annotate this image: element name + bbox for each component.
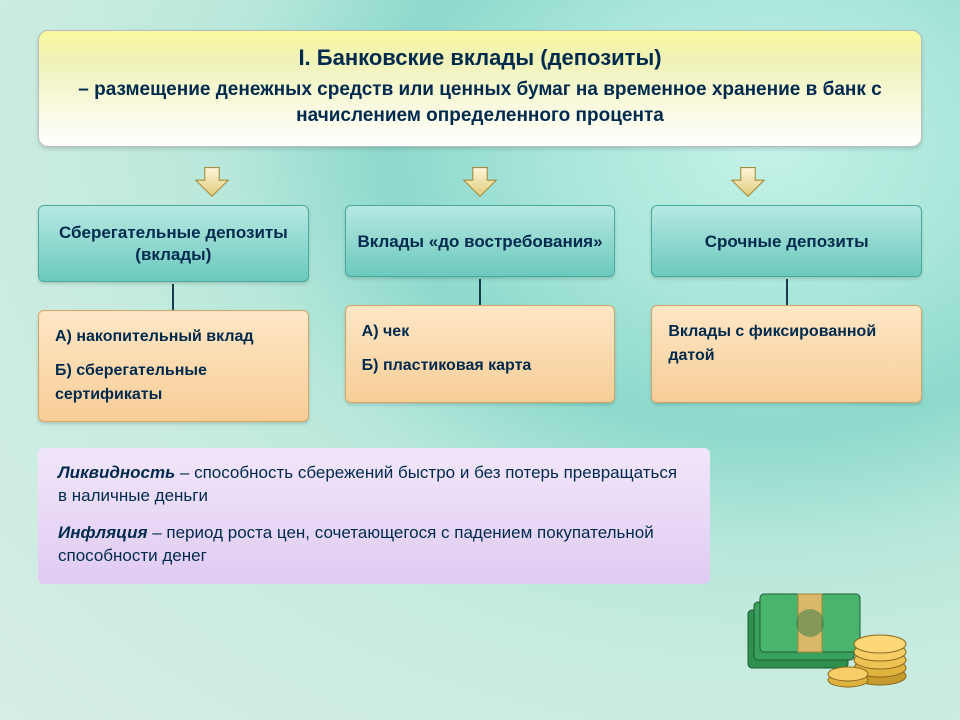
definition-inflation: Инфляция – период роста цен, сочетающего…	[58, 522, 690, 568]
list-item: Вклады с фиксированной датой	[668, 320, 905, 368]
connector-line	[172, 284, 174, 310]
title-heading: I. Банковские вклады (депозиты)	[75, 45, 885, 71]
money-illustration	[740, 572, 920, 692]
list-item: Б) сберегательные сертификаты	[55, 359, 292, 407]
connector-line	[786, 279, 788, 305]
title-box: I. Банковские вклады (депозиты) – размещ…	[38, 30, 922, 147]
slide-root: I. Банковские вклады (депозиты) – размещ…	[0, 0, 960, 720]
list-item: А) чек	[362, 320, 599, 344]
list-item: Б) пластиковая карта	[362, 354, 599, 378]
category-box: Вклады «до востребования»	[345, 205, 616, 277]
term-inflation: Инфляция	[58, 523, 148, 542]
category-box: Срочные депозиты	[651, 205, 922, 277]
arrow-down-icon	[194, 165, 230, 199]
arrow-down-icon	[462, 165, 498, 199]
arrow-row	[38, 165, 922, 199]
items-box: Вклады с фиксированной датой	[651, 305, 922, 403]
title-definition: – размещение денежных средств или ценных…	[75, 77, 885, 128]
connector-line	[479, 279, 481, 305]
arrow-down-icon	[730, 165, 766, 199]
definitions-box: Ликвидность – способность сбережений быс…	[38, 448, 710, 584]
column-term: Срочные депозиты Вклады с фиксированной …	[651, 205, 922, 422]
items-box: А) чек Б) пластиковая карта	[345, 305, 616, 403]
column-savings: Сберегательные депозиты (вклады) А) нако…	[38, 205, 309, 422]
definition-liquidity: Ликвидность – способность сбережений быс…	[58, 462, 690, 508]
category-box: Сберегательные депозиты (вклады)	[38, 205, 309, 282]
term-inflation-text: – период роста цен, сочетающегося с паде…	[58, 523, 654, 565]
list-item: А) накопительный вклад	[55, 325, 292, 349]
items-box: А) накопительный вклад Б) сберегательные…	[38, 310, 309, 422]
columns-container: Сберегательные депозиты (вклады) А) нако…	[38, 205, 922, 422]
term-liquidity: Ликвидность	[58, 463, 175, 482]
column-demand: Вклады «до востребования» А) чек Б) плас…	[345, 205, 616, 422]
